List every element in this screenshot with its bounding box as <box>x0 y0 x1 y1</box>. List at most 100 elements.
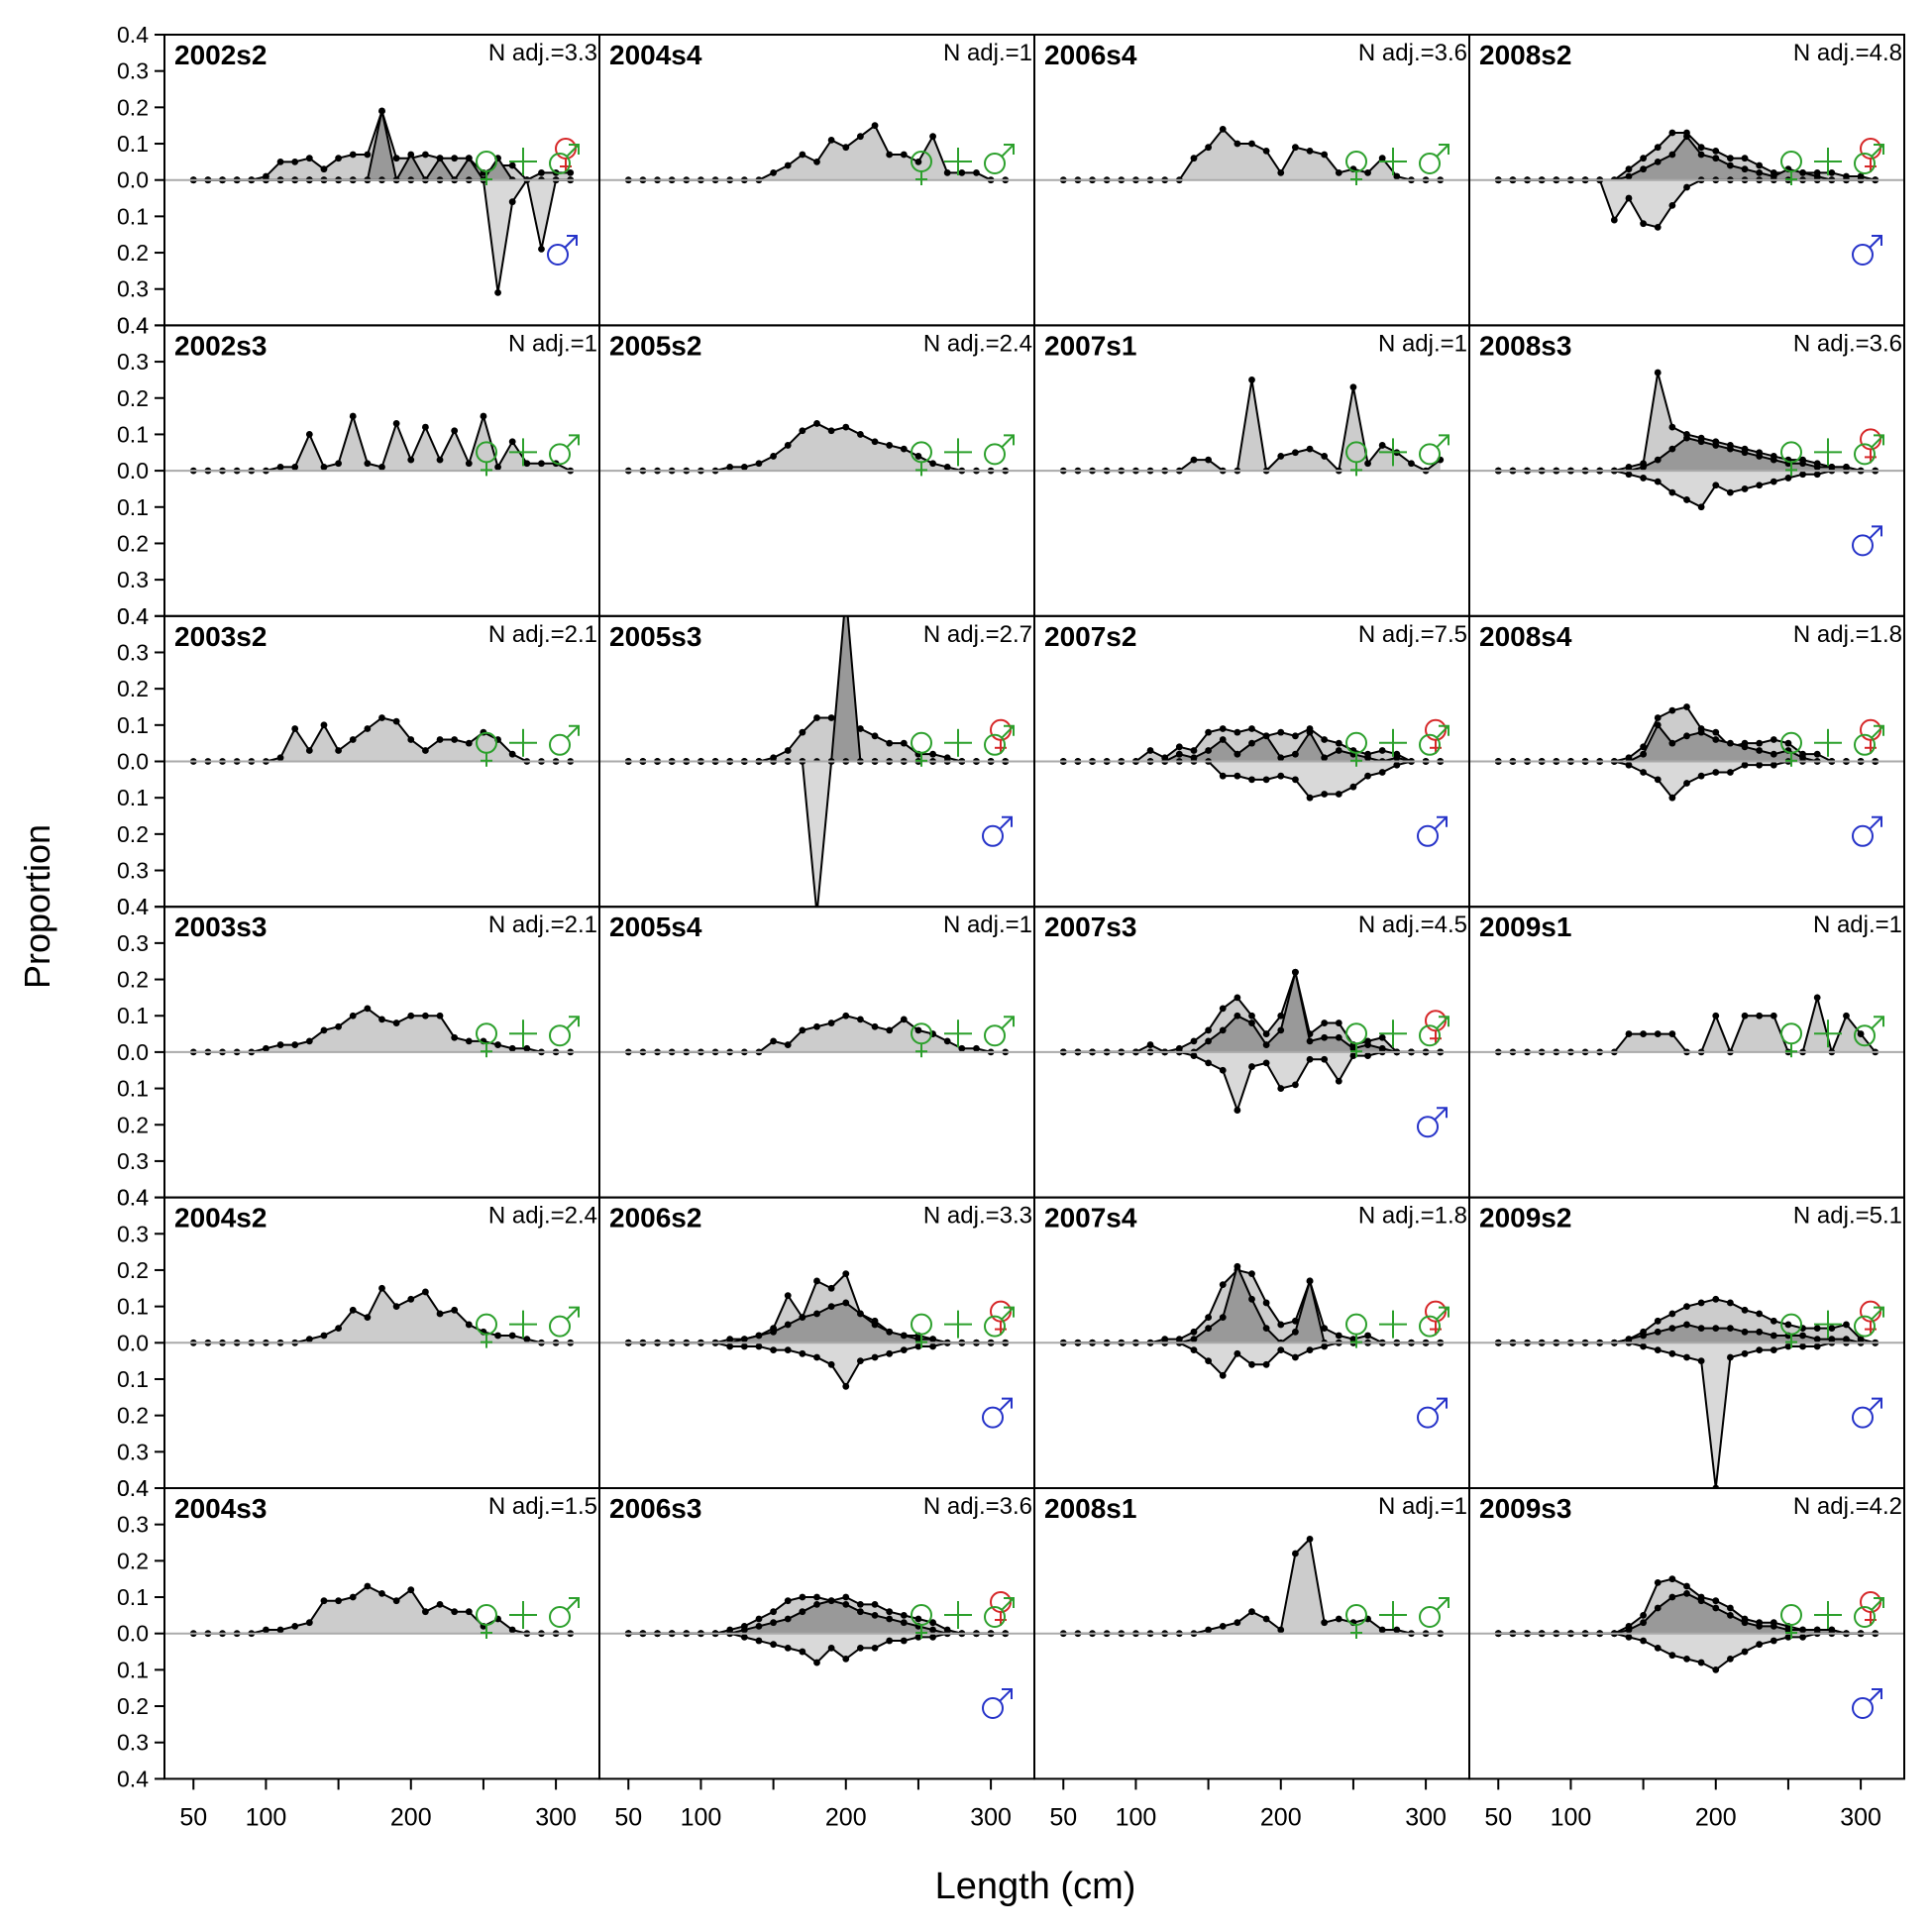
combined-series-point-280 <box>523 460 531 468</box>
male-series-point-190 <box>1697 1357 1705 1365</box>
combined-plus-symbol-icon <box>509 148 537 175</box>
combined-series-point-150 <box>1205 1026 1212 1034</box>
panel-nadj-label: N adj.=1.5 <box>488 1493 597 1520</box>
combined-series-point-180 <box>813 1593 820 1601</box>
combined-series-point-160 <box>1219 1281 1227 1289</box>
combined-series-point-260 <box>1364 460 1371 468</box>
combined-series-point-220 <box>1306 1535 1314 1543</box>
combined-series-point-140 <box>1190 747 1198 754</box>
combined-series-point-160 <box>784 1041 792 1048</box>
combined-series-point-200 <box>1277 168 1285 176</box>
combined-male-symbol-icon <box>549 434 580 466</box>
combined-series-point-230 <box>451 155 459 162</box>
combined-series-point-230 <box>451 736 459 743</box>
y-tick-label: 0.1 <box>117 1366 149 1392</box>
female-series-point-210 <box>1727 739 1734 747</box>
combined-series-point-170 <box>364 151 372 159</box>
panel-2002s3: 2002s3 N adj.=1 <box>163 324 600 617</box>
combined-series-point-270 <box>1813 994 1821 1002</box>
combined-series-point-200 <box>407 736 415 743</box>
panel-nadj-label: N adj.=1 <box>1378 1493 1467 1520</box>
combined-series-point-140 <box>320 721 328 729</box>
combined-plus-symbol-icon <box>1379 148 1407 175</box>
male-series-point-210 <box>1292 1353 1299 1361</box>
female-series-point-130 <box>740 1336 748 1343</box>
combined-series-point-210 <box>1292 732 1299 740</box>
y-tick-label: 0.1 <box>117 421 149 447</box>
y-tick-label: 0.4 <box>117 1475 149 1501</box>
panel-title: 2008s1 <box>1044 1493 1136 1524</box>
female-series-point-230 <box>1756 1328 1764 1336</box>
combined-series-point-240 <box>465 1037 473 1045</box>
male-series-point-270 <box>1813 1342 1821 1350</box>
panel-nadj-label: N adj.=2.1 <box>488 912 597 938</box>
female-series-point-190 <box>1262 732 1270 740</box>
combined-series-point-260 <box>929 133 936 141</box>
male-series-point-230 <box>1756 482 1764 489</box>
female-series-point-180 <box>378 107 385 115</box>
combined-series-point-180 <box>1248 1270 1255 1278</box>
combined-series-point-210 <box>1292 1550 1299 1557</box>
female-series-point-240 <box>1770 1332 1777 1340</box>
panel-2008s1: 2008s1 N adj.=1 <box>1033 1487 1470 1780</box>
combined-series-point-260 <box>929 750 936 758</box>
combined-series-point-240 <box>900 151 908 159</box>
female-series-point-220 <box>1306 1037 1314 1045</box>
combined-series-point-270 <box>508 161 516 169</box>
combined-male-symbol-icon <box>1419 1306 1449 1338</box>
female-series-point-180 <box>813 1600 820 1608</box>
combined-series-point-290 <box>973 1044 980 1052</box>
combined-plus-symbol-icon <box>1379 1020 1407 1048</box>
combined-female-symbol-icon <box>476 1313 497 1348</box>
combined-series-point-140 <box>320 1597 328 1605</box>
male-series-point-180 <box>813 1353 820 1361</box>
combined-series-point-190 <box>392 717 400 725</box>
y-tick-label: 0.3 <box>117 930 149 956</box>
y-tick-label: 0.1 <box>117 494 149 520</box>
combined-series-fill <box>1498 1299 1876 1343</box>
y-tick-label: 0.0 <box>117 1039 149 1065</box>
combined-plus-symbol-icon <box>1379 1601 1407 1629</box>
combined-series-point-150 <box>770 168 777 176</box>
panel-title: 2006s4 <box>1044 40 1137 70</box>
y-tick-label: 0.1 <box>117 1584 149 1610</box>
panel-nadj-label: N adj.=1 <box>1813 912 1902 938</box>
male-series-point-190 <box>1697 503 1705 511</box>
male-series-point-170 <box>1668 794 1676 802</box>
x-tick-label: 50 <box>1484 1803 1512 1831</box>
y-tick-label: 0.0 <box>117 1621 149 1647</box>
y-tick-label: 0.2 <box>117 821 149 847</box>
combined-series-point-150 <box>1205 144 1212 152</box>
combined-series-point-270 <box>1378 442 1386 449</box>
combined-series-point-200 <box>1712 1012 1720 1020</box>
male-series-point-140 <box>755 1637 763 1645</box>
panel-2006s4: 2006s4 N adj.=3.6 <box>1033 34 1470 327</box>
male-series-point-210 <box>1292 776 1299 784</box>
female-series-point-140 <box>1625 172 1633 180</box>
combined-series-point-230 <box>1321 1619 1329 1627</box>
combined-series-point-240 <box>900 739 908 747</box>
combined-series-point-170 <box>364 1582 372 1590</box>
female-series-point-270 <box>1813 1336 1821 1343</box>
male-series-point-180 <box>1683 1655 1690 1663</box>
panel-title: 2007s2 <box>1044 621 1136 652</box>
panel-title: 2008s2 <box>1479 40 1571 70</box>
combined-male-symbol-icon <box>1419 144 1449 174</box>
combined-series-point-150 <box>1205 1314 1212 1322</box>
female-series-point-160 <box>1654 721 1662 729</box>
male-series-point-140 <box>755 1342 763 1350</box>
combined-series-point-240 <box>900 1016 908 1023</box>
panel-title: 2009s2 <box>1479 1203 1571 1234</box>
combined-series-point-270 <box>508 750 516 758</box>
combined-series-point-290 <box>973 168 980 176</box>
female-series-point-200 <box>1712 1604 1720 1612</box>
combined-series-point-170 <box>1668 1030 1676 1037</box>
male-series-point-290 <box>538 245 545 253</box>
combined-series-point-180 <box>813 158 820 165</box>
female-series-point-220 <box>1741 1328 1749 1336</box>
combined-female-symbol-icon <box>1780 1313 1802 1348</box>
combined-series-point-290 <box>1843 1321 1850 1329</box>
female-series-fill <box>193 111 571 180</box>
male-series-point-250 <box>914 1342 922 1350</box>
combined-series-point-240 <box>1770 1012 1777 1020</box>
